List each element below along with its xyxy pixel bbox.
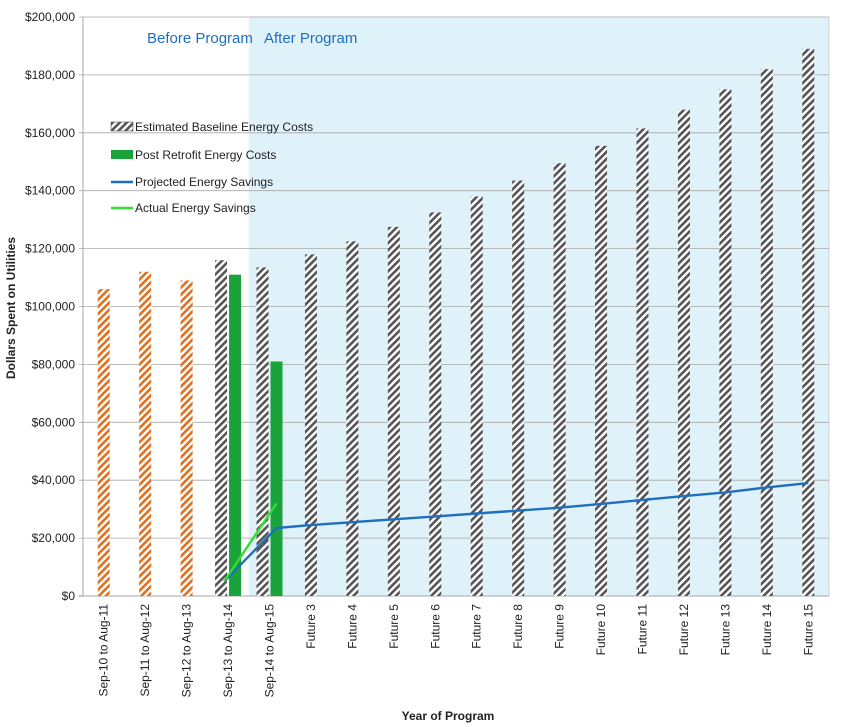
- y-tick-label: $180,000: [25, 68, 75, 82]
- x-tick-label: Future 7: [470, 604, 484, 649]
- legend-swatch-post-retrofit: [111, 150, 133, 159]
- y-tick-label: $0: [62, 589, 76, 603]
- baseline-bar: [512, 180, 525, 596]
- x-tick-label: Sep-12 to Aug-13: [180, 604, 194, 698]
- projected-savings-line: [223, 481, 809, 583]
- y-tick-label: $140,000: [25, 184, 75, 198]
- baseline-bar: [180, 280, 193, 596]
- x-tick-label: Future 13: [718, 604, 732, 656]
- y-axis-ticks: $0 $20,000 $40,000 $60,000 $80,000 $100,000 $1…: [25, 10, 75, 603]
- x-tick-label: Future 5: [387, 604, 401, 649]
- post-retrofit-bar: [270, 361, 283, 596]
- baseline-bar: [677, 109, 690, 596]
- actual-savings-line: [223, 502, 278, 583]
- baseline-bar: [719, 89, 732, 596]
- y-axis-title: Dollars Spent on Utilities: [4, 237, 18, 379]
- baseline-bar: [139, 271, 152, 596]
- baseline-bar: [256, 267, 269, 596]
- x-axis-title: Year of Program: [402, 709, 495, 723]
- region-label-before: Before Program: [147, 30, 253, 47]
- x-tick-label: Future 11: [636, 604, 650, 655]
- baseline-bar: [470, 196, 483, 597]
- baseline-bar: [429, 212, 442, 596]
- legend: Estimated Baseline Energy Costs Post Ret…: [110, 120, 313, 215]
- baseline-bar: [595, 145, 608, 596]
- baseline-bar: [346, 241, 359, 597]
- plot-border: [82, 16, 830, 597]
- x-tick-label: Sep-14 to Aug-15: [263, 604, 277, 698]
- bars: [97, 48, 815, 597]
- y-tick-label: $40,000: [32, 473, 76, 487]
- baseline-bar: [215, 260, 228, 596]
- legend-label-post-retrofit: Post Retrofit Energy Costs: [135, 148, 276, 162]
- y-tick-label: $160,000: [25, 126, 75, 140]
- x-tick-label: Future 10: [594, 604, 608, 656]
- baseline-bar: [97, 289, 110, 596]
- x-tick-label: Future 6: [428, 604, 442, 649]
- x-tick-label: Future 14: [760, 604, 774, 656]
- gridlines: [79, 16, 830, 597]
- y-tick-label: $60,000: [32, 415, 76, 429]
- series-lines: [223, 481, 809, 583]
- x-tick-label: Future 9: [553, 604, 567, 649]
- x-tick-label: Future 15: [801, 604, 815, 656]
- baseline-bar: [636, 128, 649, 596]
- legend-label-projected: Projected Energy Savings: [135, 175, 273, 189]
- y-tick-label: $80,000: [32, 357, 76, 371]
- y-tick-label: $120,000: [25, 242, 75, 256]
- x-tick-label: Sep-13 to Aug-14: [221, 604, 235, 698]
- y-tick-label: $100,000: [25, 300, 75, 314]
- legend-swatch-baseline: [110, 121, 134, 132]
- legend-label-actual: Actual Energy Savings: [135, 201, 256, 215]
- legend-label-baseline: Estimated Baseline Energy Costs: [135, 120, 313, 134]
- y-tick-label: $20,000: [32, 531, 76, 545]
- x-tick-label: Future 12: [677, 604, 691, 656]
- baseline-bar: [802, 48, 815, 597]
- x-tick-label: Future 3: [304, 604, 318, 649]
- post-retrofit-bar: [229, 274, 242, 596]
- x-tick-label: Future 4: [345, 604, 359, 649]
- baseline-bar: [553, 163, 566, 596]
- x-tick-label: Future 8: [511, 604, 525, 649]
- y-tick-label: $200,000: [25, 10, 75, 24]
- baseline-bar: [304, 254, 317, 596]
- x-tick-label: Sep-10 to Aug-11: [97, 604, 111, 697]
- x-axis-ticks: Sep-10 to Aug-11 Sep-11 to Aug-12 Sep-12 t…: [97, 604, 816, 698]
- baseline-bar: [387, 226, 400, 596]
- region-label-after: After Program: [264, 30, 357, 47]
- baseline-bar: [760, 69, 773, 597]
- x-tick-label: Sep-11 to Aug-12: [138, 604, 152, 697]
